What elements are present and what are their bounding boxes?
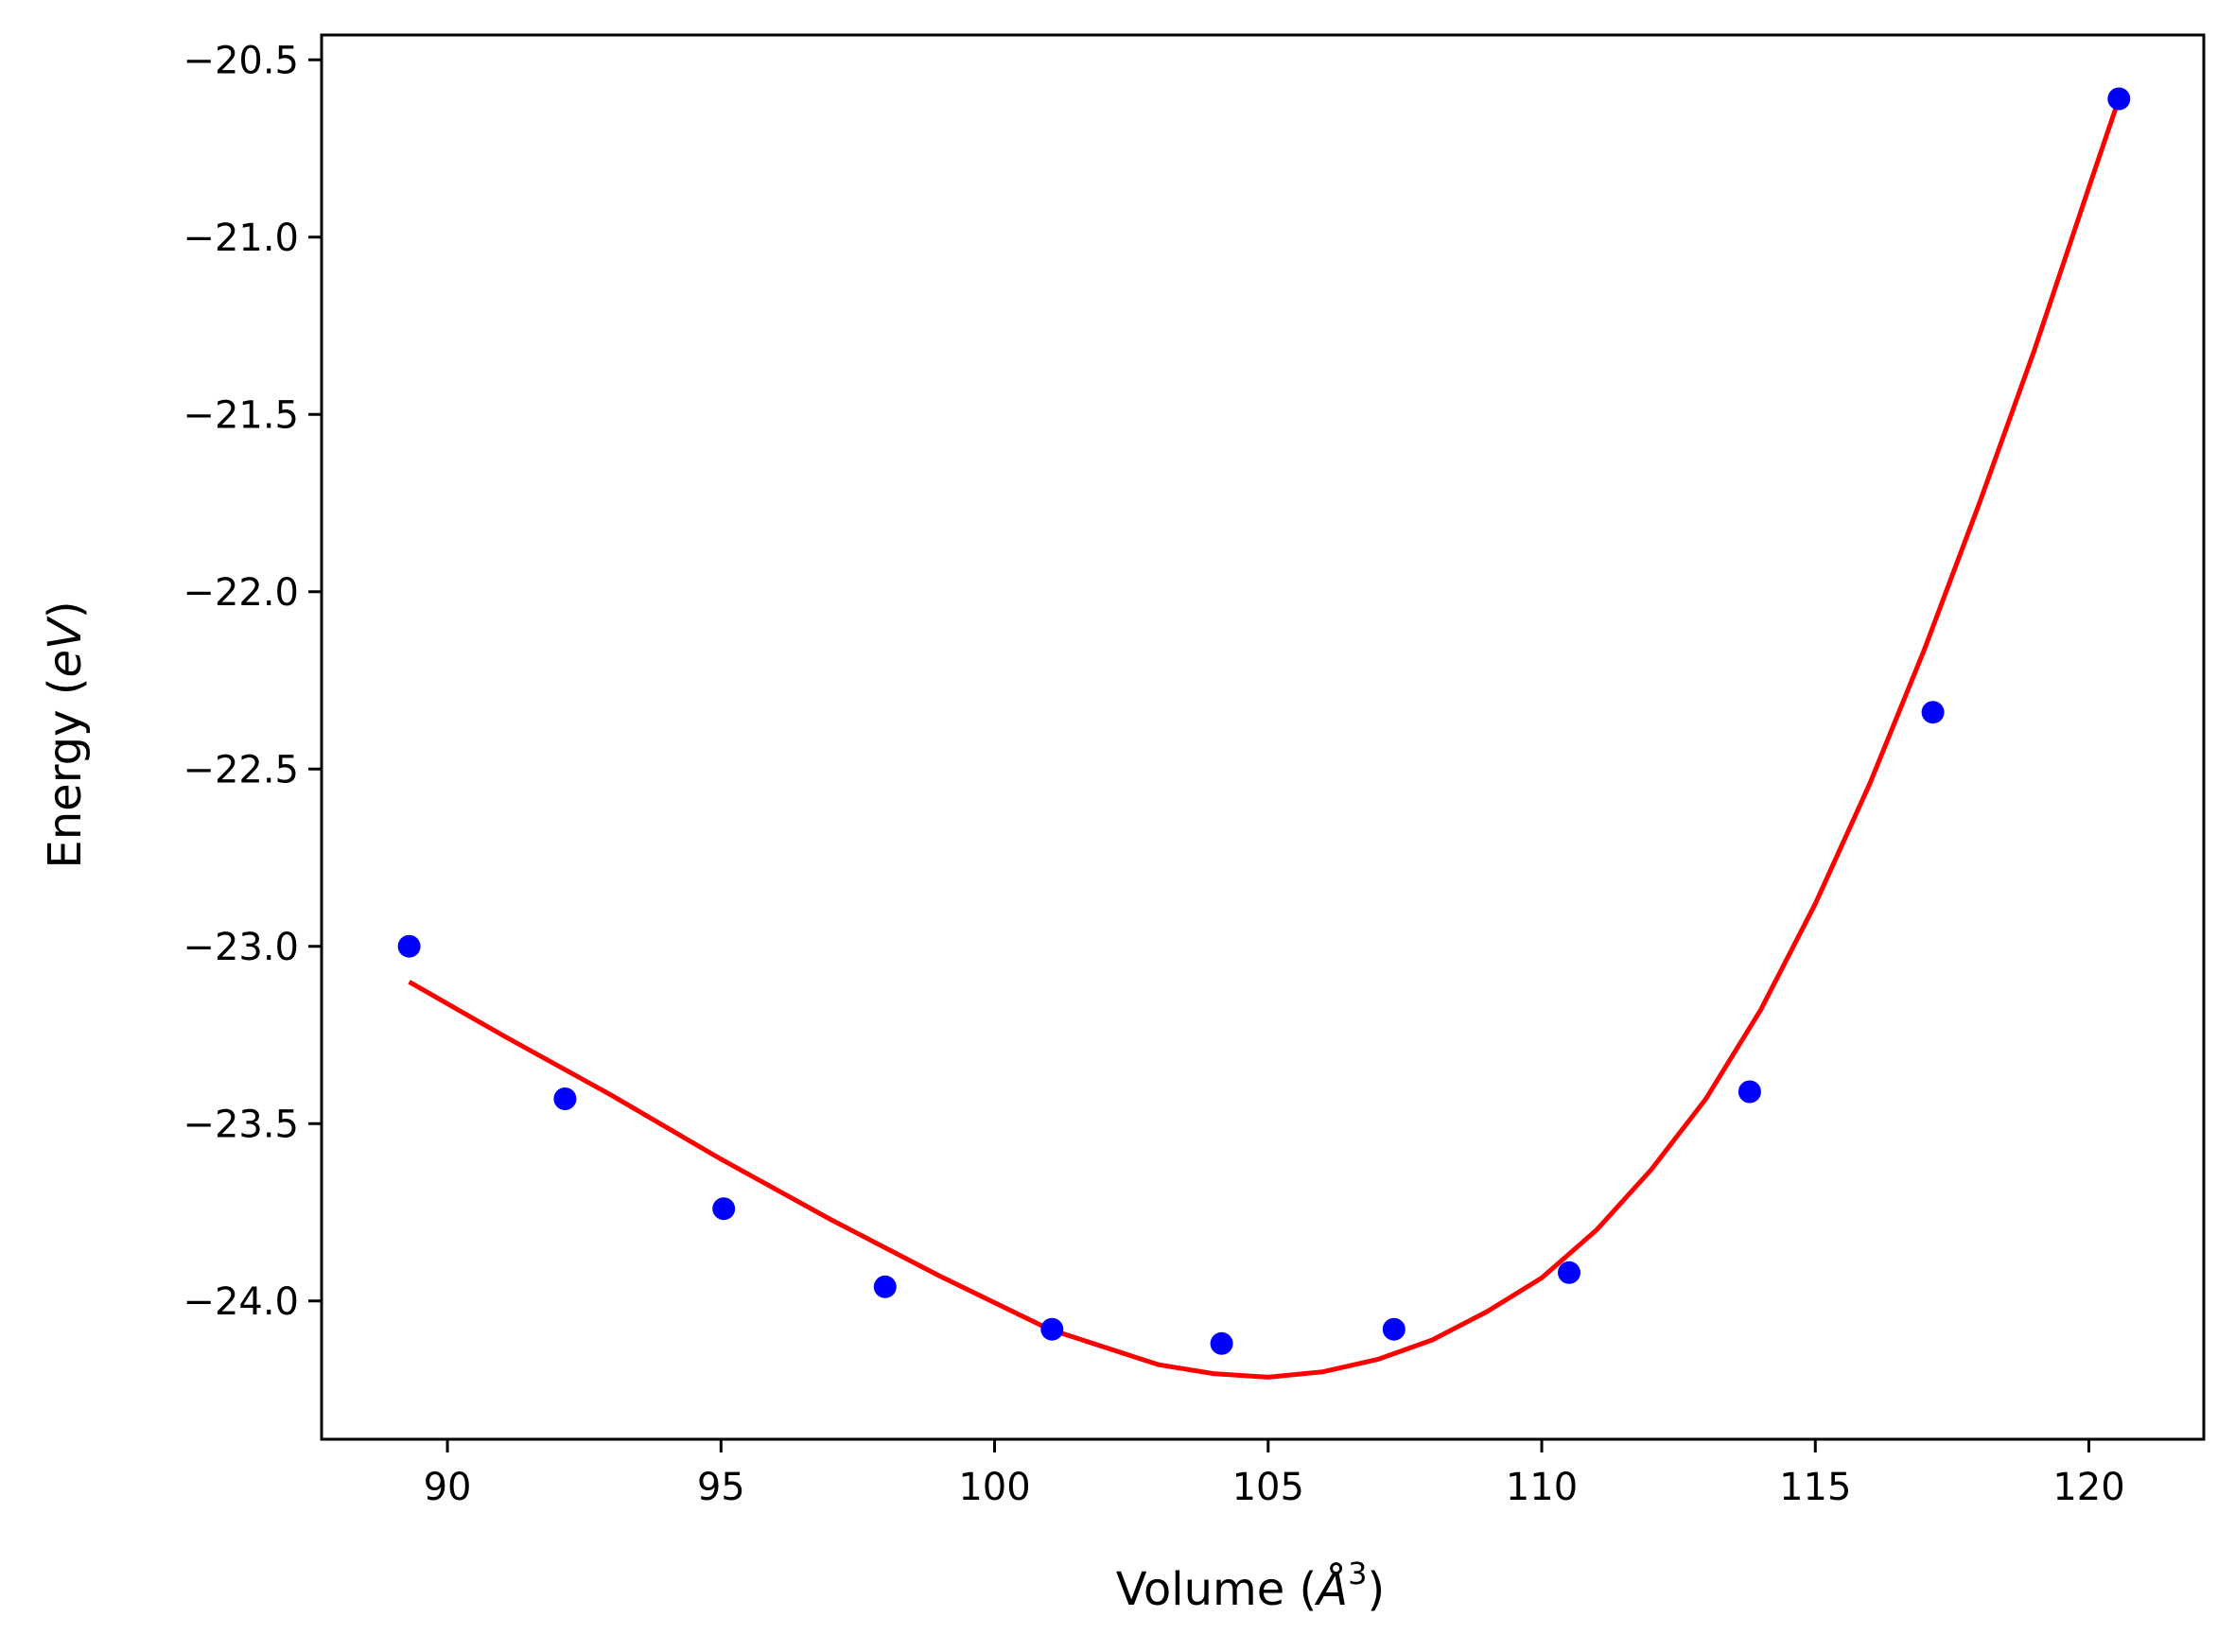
x-axis-label: Volume (Å3) [1116, 1556, 1385, 1616]
x-tick-label: 105 [1232, 1466, 1304, 1509]
data-point [397, 934, 421, 958]
y-axis-label-close: ) [39, 600, 92, 618]
x-axis-label-close: ) [1367, 1563, 1385, 1616]
plot-frame [320, 33, 2206, 1441]
x-tick-label: 110 [1506, 1466, 1578, 1509]
y-tick-label: −21.5 [183, 393, 299, 437]
x-axis-label-main: Volume ( [1116, 1563, 1318, 1616]
data-point [553, 1087, 577, 1110]
y-tick-label: −21.0 [183, 217, 299, 260]
x-axis-label-exponent: 3 [1348, 1556, 1367, 1591]
y-axis-label: Energy (eV) [39, 600, 92, 868]
y-tick-label: −22.5 [183, 748, 299, 791]
data-point [873, 1275, 897, 1298]
y-tick-label: −23.0 [183, 926, 299, 969]
y-tick-label: −23.5 [183, 1103, 299, 1146]
x-tick-label: 90 [424, 1466, 472, 1509]
x-tick-label: 115 [1779, 1466, 1851, 1509]
data-point [712, 1197, 736, 1221]
y-tick-label: −24.0 [183, 1280, 299, 1324]
fit-curve [408, 97, 2122, 1380]
y-axis-label-main: Energy ( [39, 678, 92, 869]
x-tick-label: 95 [697, 1466, 745, 1509]
data-point [2107, 87, 2131, 111]
y-ticks: −20.5 −21.0 −21.5 −22.0 −22.5 −23.0 −23.5 −24.0 [183, 39, 322, 1324]
x-axis-label-unit: Å [1314, 1562, 1348, 1616]
fit-curve-layer [408, 97, 2122, 1380]
data-point [1040, 1317, 1064, 1341]
y-tick-label: −20.5 [183, 39, 299, 82]
data-points-layer [397, 87, 2131, 1355]
x-tick-label: 120 [2052, 1466, 2124, 1509]
y-axis-label-unit: eV [39, 616, 92, 678]
data-point [1210, 1331, 1233, 1355]
y-tick-label: −22.0 [183, 571, 299, 615]
data-point [1921, 701, 1945, 724]
data-point [1558, 1261, 1580, 1284]
data-point [1382, 1317, 1406, 1341]
x-tick-label: 100 [958, 1466, 1030, 1509]
data-point [1737, 1080, 1761, 1104]
x-ticks: 90 95 100 105 110 115 120 [424, 1439, 2125, 1509]
